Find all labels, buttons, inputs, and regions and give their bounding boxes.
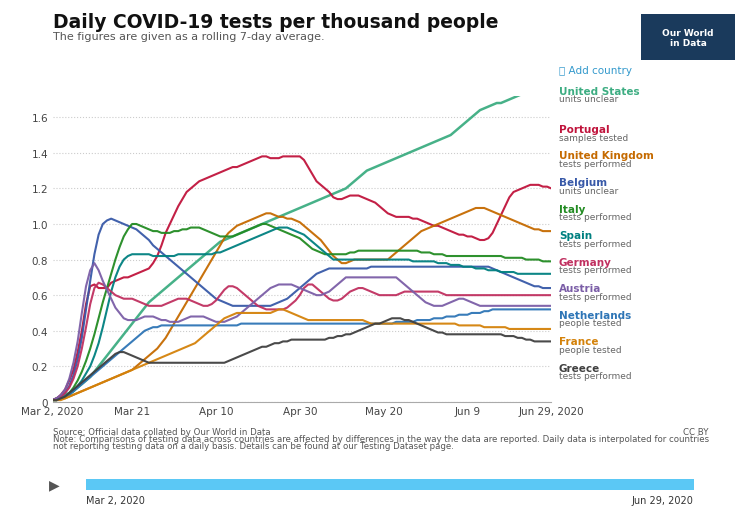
- Text: Belgium: Belgium: [559, 178, 607, 188]
- Text: Austria: Austria: [559, 284, 602, 294]
- Text: units unclear: units unclear: [559, 186, 618, 195]
- Text: Germany: Germany: [559, 257, 612, 267]
- Text: Spain: Spain: [559, 231, 592, 241]
- Text: CC BY: CC BY: [683, 428, 709, 437]
- Text: Source: Official data collated by Our World in Data: Source: Official data collated by Our Wo…: [53, 428, 270, 437]
- Text: The figures are given as a rolling 7-day average.: The figures are given as a rolling 7-day…: [53, 32, 324, 42]
- Text: Portugal: Portugal: [559, 125, 609, 135]
- Text: United States: United States: [559, 87, 639, 97]
- Text: Italy: Italy: [559, 204, 585, 214]
- Text: people tested: people tested: [559, 319, 621, 328]
- Text: ➕ Add country: ➕ Add country: [559, 66, 632, 76]
- Text: Mar 2, 2020: Mar 2, 2020: [86, 495, 146, 505]
- Text: tests performed: tests performed: [559, 213, 632, 222]
- Text: people tested: people tested: [559, 345, 621, 354]
- Text: Daily COVID-19 tests per thousand people: Daily COVID-19 tests per thousand people: [53, 13, 498, 32]
- Text: United Kingdom: United Kingdom: [559, 151, 653, 161]
- Text: tests performed: tests performed: [559, 239, 632, 248]
- Text: not reporting testing data on a daily basis. Details can be found at our Testing: not reporting testing data on a daily ba…: [53, 441, 453, 450]
- Text: tests performed: tests performed: [559, 160, 632, 169]
- Text: tests performed: tests performed: [559, 266, 632, 275]
- Text: France: France: [559, 336, 598, 347]
- Text: Our World
in Data: Our World in Data: [662, 29, 714, 48]
- Text: units unclear: units unclear: [559, 95, 618, 104]
- Text: Greece: Greece: [559, 363, 600, 373]
- Text: samples tested: samples tested: [559, 133, 628, 143]
- Text: Note: Comparisons of testing data across countries are affected by differences i: Note: Comparisons of testing data across…: [53, 434, 709, 443]
- Text: tests performed: tests performed: [559, 292, 632, 301]
- Text: tests performed: tests performed: [559, 372, 632, 381]
- Text: ▶: ▶: [49, 477, 59, 492]
- Text: Netherlands: Netherlands: [559, 310, 631, 320]
- Text: Jun 29, 2020: Jun 29, 2020: [632, 495, 694, 505]
